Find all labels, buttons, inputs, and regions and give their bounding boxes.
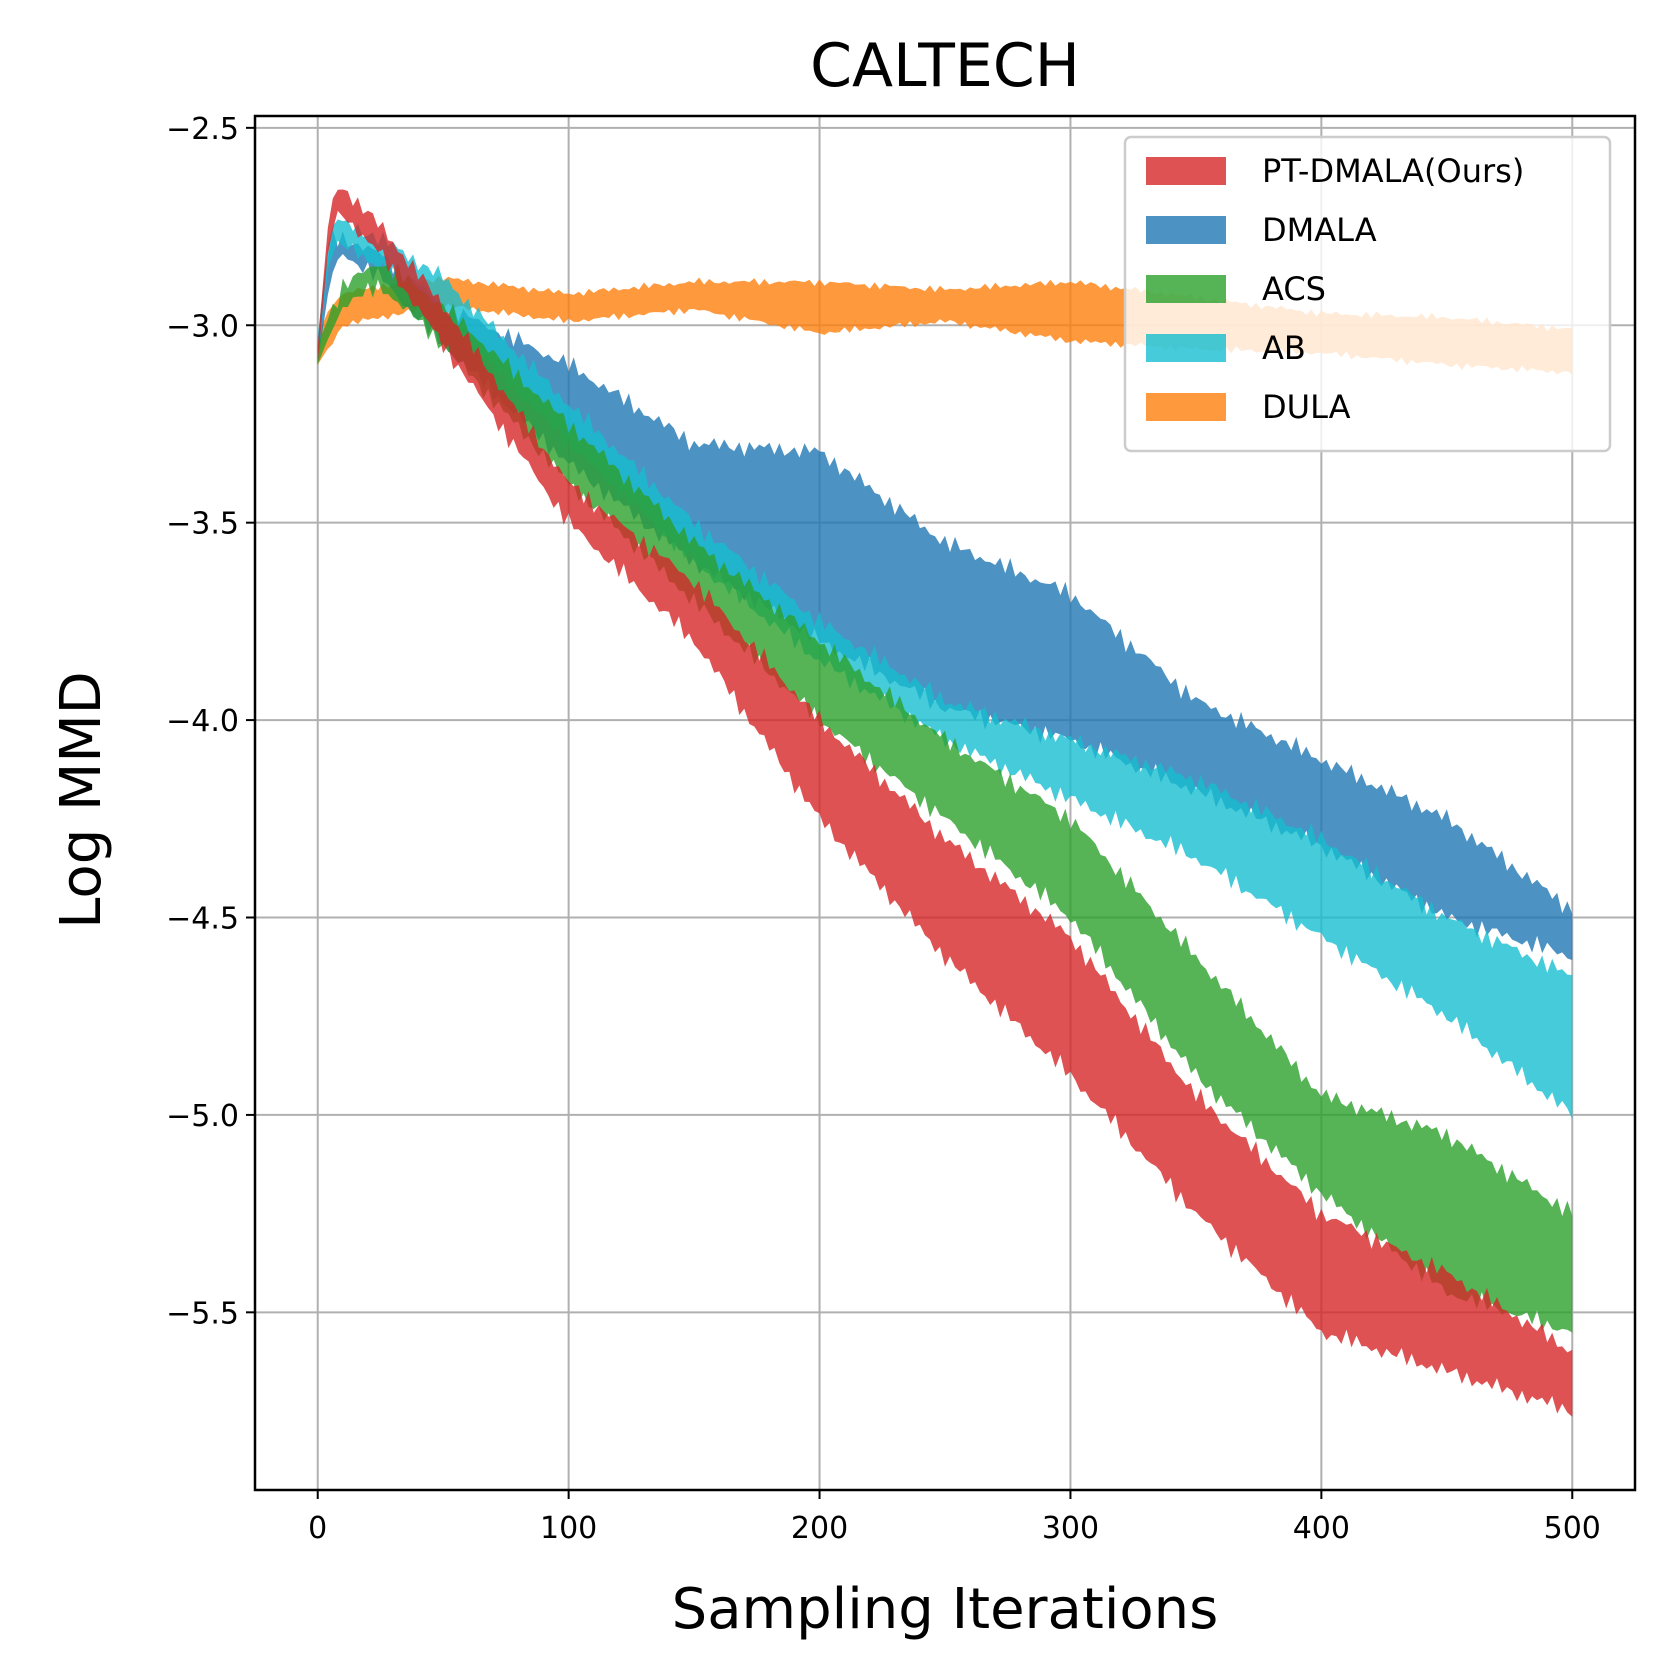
x-tick-label: 300 (1042, 1511, 1099, 1546)
x-tick-label: 100 (540, 1511, 597, 1546)
legend-label-ab: AB (1262, 329, 1306, 367)
legend-label-dula: DULA (1262, 388, 1351, 426)
x-axis-label: Sampling Iterations (672, 1577, 1219, 1642)
x-tick-label: 0 (308, 1511, 327, 1546)
series-band-pt-dmala-ours (317, 189, 1573, 1417)
axis-ticks (246, 126, 1574, 1499)
legend-label-acs: ACS (1262, 270, 1326, 308)
series-band-dmala (317, 229, 1573, 961)
plot-frame (253, 114, 1637, 1492)
x-tick-label: 400 (1293, 1511, 1350, 1546)
chart-title: CALTECH (810, 31, 1080, 101)
legend-swatch-dmala (1146, 216, 1226, 244)
legend-swatch-acs (1146, 275, 1226, 303)
legend-label-dmala: DMALA (1262, 211, 1377, 249)
legend-label-pt-dmala-ours: PT-DMALA(Ours) (1262, 152, 1524, 190)
legend-swatch-ab (1146, 334, 1226, 362)
y-tick-label: −3.0 (166, 309, 239, 344)
y-tick-labels: −2.5 −3.0 −3.5 −4.0 −4.5 −5.0 −5.5 (166, 112, 239, 1331)
y-tick-label: −2.5 (166, 112, 239, 147)
legend-swatch-pt-dmala-ours (1146, 157, 1226, 185)
x-tick-labels: 0 100 200 300 400 500 (308, 1511, 1601, 1546)
series-band-ab (317, 219, 1573, 1120)
x-tick-label: 200 (791, 1511, 848, 1546)
y-axis-label: Log MMD (49, 671, 114, 929)
y-tick-label: −5.5 (166, 1296, 239, 1331)
legend-frame (1123, 135, 1612, 453)
y-tick-label: −3.5 (166, 507, 239, 542)
y-tick-label: −5.0 (166, 1099, 239, 1134)
legend: PT-DMALA(Ours) DMALA ACS AB DULA (1123, 135, 1612, 453)
y-tick-label: −4.0 (166, 704, 239, 739)
y-tick-label: −4.5 (166, 902, 239, 937)
legend-swatch-dula (1146, 393, 1226, 421)
x-tick-label: 500 (1544, 1511, 1601, 1546)
